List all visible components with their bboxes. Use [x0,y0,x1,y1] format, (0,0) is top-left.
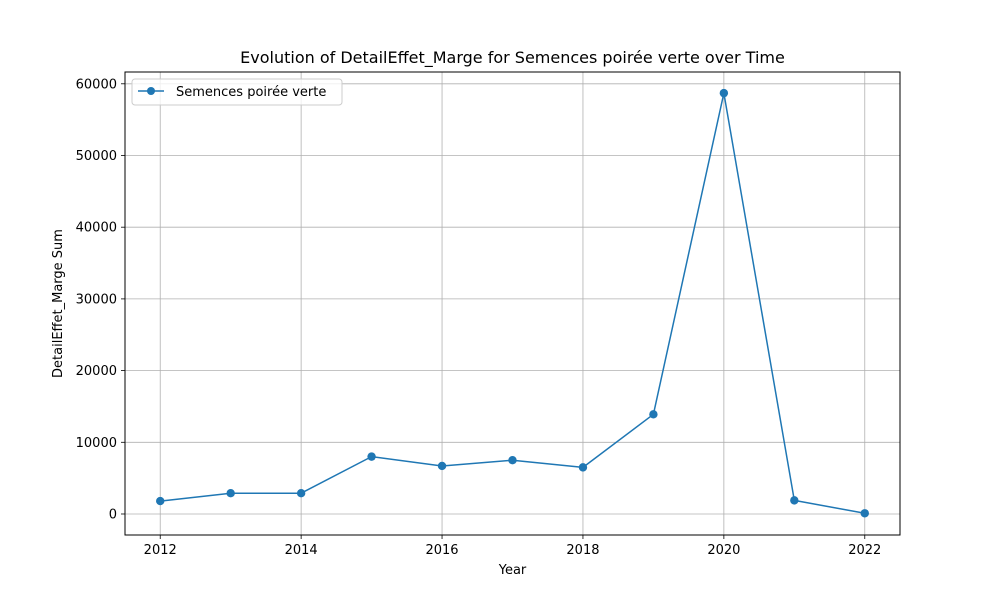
y-tick-label: 30000 [76,292,117,307]
y-tick-label: 60000 [76,77,117,92]
x-tick-label: 2022 [848,543,881,558]
y-tick-label: 50000 [76,149,117,164]
y-tick-label: 0 [109,507,117,522]
data-point [367,452,376,461]
data-point [437,461,447,471]
y-axis-label: DetailEffet_Marge Sum [51,229,66,378]
plot-area-frame [124,71,901,536]
chart-title: Evolution of DetailEffet_Marge for Semen… [240,48,785,68]
data-point [649,410,658,419]
legend-box [131,78,343,106]
data-point [790,496,799,505]
y-tick-label: 40000 [76,221,117,236]
x-tick-label: 2016 [425,543,458,558]
legend: Semences poirée verte [131,78,343,106]
x-tick-label: 2020 [707,543,740,558]
y-tick-label: 10000 [76,436,117,451]
x-axis-label: Year [498,563,527,578]
series-layer [156,88,869,518]
data-point [719,88,729,98]
data-point [860,509,869,518]
data-point [578,463,588,472]
grid-lines [125,72,900,535]
legend-marker-swatch [147,87,155,95]
x-tick-label: 2012 [144,543,177,558]
data-point [508,456,517,465]
x-axis-ticks: 2012 2014 2016 2018 2020 2022 [144,535,881,558]
y-axis-ticks: 0 10000 20000 30000 40000 50000 60000 [76,77,125,522]
data-point [226,488,235,498]
x-tick-label: 2014 [285,543,318,558]
y-tick-label: 20000 [76,364,117,379]
data-point [296,488,306,498]
legend-entry-label: Semences poirée verte [176,85,326,100]
data-point [156,496,165,506]
x-tick-label: 2018 [566,543,599,558]
series-line [160,92,865,515]
